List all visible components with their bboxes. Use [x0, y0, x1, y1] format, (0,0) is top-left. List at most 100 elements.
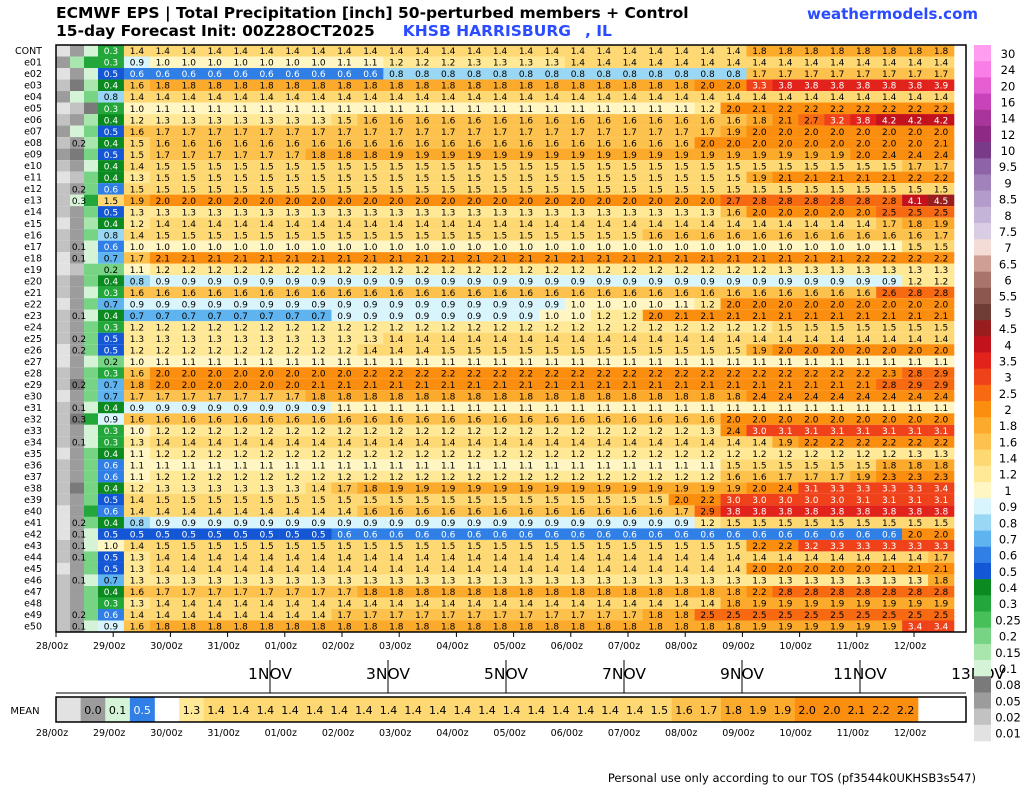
cell-value: 1.4: [259, 93, 274, 103]
cell-value: 1.3: [908, 577, 922, 587]
shade-cell: [56, 171, 70, 184]
data-cell: [383, 551, 410, 563]
data-cell: [253, 401, 280, 414]
cell-value: 1.8: [363, 588, 378, 598]
cell-value: 1.2: [752, 450, 766, 460]
data-cell: [642, 171, 669, 184]
mean-label: MEAN: [10, 706, 39, 717]
data-cell: [409, 114, 436, 126]
cell-value: 1.2: [363, 427, 377, 437]
cell-value: 1.8: [882, 47, 897, 57]
cell-value: 0.2: [72, 519, 86, 529]
cell-value: 1.4: [597, 93, 612, 103]
data-cell: [876, 56, 903, 69]
colorbar-swatch: [974, 336, 991, 353]
data-cell: [590, 459, 618, 471]
data-cell: [538, 401, 566, 414]
data-cell: [98, 114, 125, 126]
cell-value: 3.8: [804, 82, 819, 92]
data-cell: [409, 68, 436, 80]
cell-value: 1.5: [467, 174, 481, 184]
data-cell: [149, 275, 177, 287]
data-cell: [798, 275, 825, 287]
data-cell: [772, 217, 799, 230]
cell-value: 1.2: [571, 450, 585, 460]
data-cell: [279, 493, 306, 506]
cell-value: 2.1: [597, 254, 611, 264]
cell-value: 1.5: [856, 323, 870, 333]
cell-value: 1.4: [441, 220, 456, 230]
date-label: 13NOV: [951, 665, 1005, 683]
data-cell: [902, 91, 929, 103]
cell-value: 1.4: [259, 508, 274, 518]
data-cell: [798, 229, 825, 241]
cell-value: 1.3: [285, 485, 299, 495]
cell-value: 2.8: [752, 197, 767, 207]
cell-value: 1.4: [285, 611, 300, 621]
cell-value: 2.1: [804, 312, 818, 322]
data-cell: [746, 206, 773, 218]
cell-value: 1.8: [467, 82, 482, 92]
data-cell: [642, 355, 669, 368]
data-cell: [175, 378, 203, 391]
cell-value: 1.2: [674, 450, 688, 460]
data-cell: [331, 68, 358, 80]
data-cell: [876, 263, 903, 276]
cell-value: 1.6: [208, 416, 223, 426]
site-link[interactable]: weathermodels.com: [806, 5, 978, 23]
data-cell: [824, 56, 851, 69]
data-cell: [798, 56, 825, 69]
data-cell: [746, 574, 773, 586]
data-cell: [538, 183, 566, 195]
data-cell: [123, 217, 151, 230]
data-cell: [668, 125, 695, 138]
cell-value: 1.8: [545, 82, 560, 92]
cell-value: 0.6: [104, 473, 119, 483]
cell-value: 1.5: [571, 162, 585, 172]
cell-value: 0.6: [389, 531, 404, 541]
member-row: e50 0.1 0.9 1.6 1.8 1.8 1.8 1.8 1.8 1.8 1.8 1.8 1.8 1…: [24, 620, 955, 633]
data-cell: [331, 505, 358, 517]
data-cell: [253, 470, 280, 483]
data-cell: [149, 91, 177, 103]
cell-value: 1.4: [830, 59, 845, 69]
cell-value: 1.5: [830, 462, 844, 472]
cell-value: 0.4: [104, 116, 119, 126]
data-cell: [642, 252, 669, 264]
cell-value: 1.7: [130, 254, 144, 264]
cell-value: 1.1: [415, 462, 429, 472]
cell-value: 0.9: [623, 519, 638, 529]
data-cell: [772, 286, 799, 299]
cell-value: 1.1: [441, 358, 455, 368]
data-cell: [253, 493, 280, 506]
cell-value: 1.8: [649, 611, 664, 621]
cell-value: 1.4: [156, 93, 171, 103]
shade-cell: [70, 470, 84, 483]
cell-value: 0.5: [104, 70, 118, 80]
cell-value: 2.2: [908, 174, 922, 184]
cell-value: 1.3: [545, 208, 559, 218]
cell-value: 0.5: [156, 531, 170, 541]
cell-value: 2.1: [908, 565, 922, 575]
cell-value: 1.6: [363, 416, 378, 426]
data-cell: [564, 528, 592, 540]
member-row: e11 0.4 1.3 1.5 1.5 1.5 1.5 1.5 1.5 1.5 1.5 1.5 1.5 1…: [24, 171, 955, 184]
cell-value: 1.4: [623, 554, 638, 564]
data-cell: [876, 240, 903, 253]
cell-value: 1.9: [467, 485, 482, 495]
cell-value: 0.9: [208, 300, 223, 310]
cell-value: 2.0: [856, 139, 871, 149]
member-row: e18 0.1 0.7 1.7 2.1 2.1 2.1 2.1 2.1 2.1 2.1 2.1 2.1 2…: [24, 252, 955, 264]
data-cell: [824, 102, 851, 115]
cell-value: 1.4: [415, 439, 430, 449]
data-cell: [409, 91, 436, 103]
cell-value: 1.4: [415, 335, 430, 345]
data-cell: [149, 125, 177, 138]
cell-value: 1.2: [415, 59, 429, 69]
member-label: e14: [24, 207, 42, 218]
cell-value: 1.1: [908, 358, 922, 368]
data-cell: [538, 68, 566, 80]
data-cell: [824, 148, 851, 161]
cell-value: 1.2: [571, 427, 585, 437]
data-cell: [746, 482, 773, 494]
